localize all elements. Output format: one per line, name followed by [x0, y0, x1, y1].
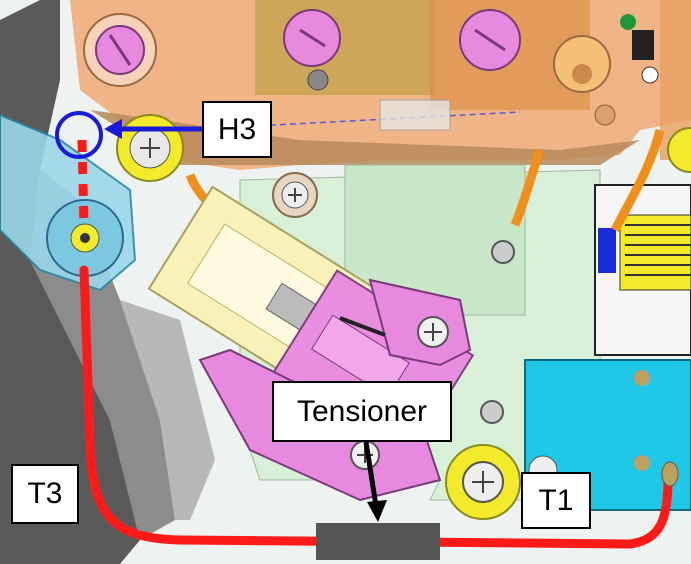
- label-t3: T3: [11, 464, 79, 524]
- orange-cable: [610, 128, 665, 233]
- label-t1: T1: [521, 472, 591, 529]
- label-h3: H3: [202, 101, 272, 158]
- tensioner-arrowhead: [367, 500, 387, 522]
- orange-cable: [510, 148, 545, 227]
- h3-arrowhead: [104, 119, 122, 139]
- green-dot: [620, 14, 636, 30]
- label-tensioner: Tensioner: [272, 381, 452, 442]
- h3-marker-circle: [55, 111, 103, 159]
- tensioner-block: [316, 523, 440, 560]
- belt-path-dashed: [77, 139, 89, 226]
- belt-path: [79, 265, 673, 549]
- brown-block: [255, 0, 435, 95]
- tensioner-arrow: [363, 441, 379, 507]
